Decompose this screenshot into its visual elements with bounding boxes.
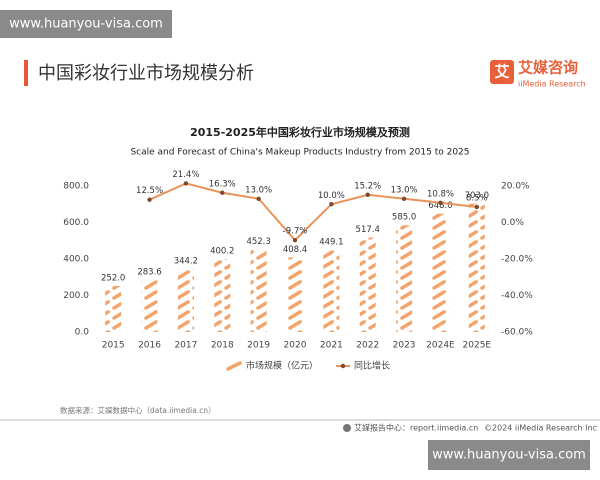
y-tick-label: 800.0 [63,182,89,192]
line [149,182,477,242]
y2-tick-label: 20.0% [501,182,530,192]
line-value-label: 12.5% [136,186,163,196]
bar-value-label: 449.1 [319,238,343,248]
bar-value-label: 585.0 [392,213,416,223]
y2-tick-label: 0.0% [501,218,524,228]
bar-value-label: 408.4 [283,245,307,255]
bar-value-label: 344.2 [174,257,198,267]
x-tick-label: 2017 [174,341,197,351]
y-tick-label: 0.0 [75,328,90,338]
line-value-label: 13.0% [245,185,272,195]
bar [287,257,303,332]
x-tick-label: 2016 [138,341,161,351]
logo-icon-box [490,60,514,84]
line-marker [438,200,443,205]
line-marker [147,197,152,202]
line-value-label: -9.7% [283,227,308,237]
logo-name: 艾媒咨询 [518,59,578,77]
watermark: www.huanyou-visa.com [432,448,586,463]
x-tick-label: 2025E [463,341,492,351]
footer-icon [343,424,351,432]
line-value-label: 13.0% [391,185,418,195]
x-tick-label: 2020 [284,341,307,351]
bar-value-label: 283.6 [137,268,161,278]
logo-icon: 艾 [494,63,509,81]
bar [214,258,231,332]
bar-value-label: 517.4 [356,225,380,235]
x-tick-label: 2018 [211,341,234,351]
legend-swatch [226,361,242,371]
legend-label: 同比增长 [354,360,390,372]
logo-sub: iiMedia Research [518,80,586,89]
x-tick-label: 2022 [356,341,379,351]
y-tick-label: 200.0 [63,291,89,301]
line-marker [474,204,480,210]
source: 数据来源：艾媒数据中心（data.iimedia.cn） [60,405,216,415]
bar [323,250,340,332]
x-tick-label: 2015 [102,341,125,351]
bar [141,280,158,332]
line-marker [256,196,261,201]
y2-tick-label: -40.0% [501,291,533,301]
y-tick-label: 400.0 [63,255,89,265]
y2-tick-label: -60.0% [501,328,533,338]
line-value-label: 8.5% [466,193,488,203]
bar-value-label: 400.2 [210,246,234,256]
line-value-label: 21.4% [172,170,199,180]
legend-marker [340,363,346,369]
bar-value-label: 648.0 [428,201,452,211]
line-marker [329,202,334,207]
line-value-label: 10.0% [318,191,345,201]
footer-report: 艾媒报告中心：report.iimedia.cn [354,423,478,433]
line-value-label: 16.3% [209,179,236,189]
chart-title: 2015-2025年中国彩妆行业市场规模及预测 [190,125,410,139]
y2-tick-label: -20.0% [501,255,533,265]
line-value-label: 15.2% [354,181,381,191]
chart-subtitle: Scale and Forecast of China's Makeup Pro… [130,148,469,158]
bar [105,286,122,332]
title-accent [24,60,28,86]
bar-value-label: 252.0 [101,274,125,284]
watermark-box [0,10,172,38]
line-marker [220,190,225,195]
watermark: www.huanyou-visa.com [9,17,163,32]
line-marker [292,238,298,243]
line-marker [365,192,370,197]
line-marker [401,196,407,201]
x-tick-label: 2023 [393,341,416,351]
legend-label: 市场规模（亿元） [246,360,318,372]
bar [250,249,267,332]
bar [359,237,376,332]
y-tick-label: 600.0 [63,218,89,228]
bar [432,213,449,332]
x-tick-label: 2024E [426,341,455,351]
bar-value-label: 452.3 [246,237,270,247]
bar-value-label: 703.0 [465,191,489,201]
bar [396,225,413,332]
x-tick-label: 2021 [320,341,343,351]
page-title: 中国彩妆行业市场规模分析 [38,63,254,84]
watermark-box [428,440,590,470]
bar [177,269,194,332]
line-marker [183,181,189,186]
footer-copyright: ©2024 iiMedia Research Inc [484,424,597,433]
x-tick-label: 2019 [247,341,270,351]
line-value-label: 10.8% [427,189,454,199]
bar [468,203,485,332]
